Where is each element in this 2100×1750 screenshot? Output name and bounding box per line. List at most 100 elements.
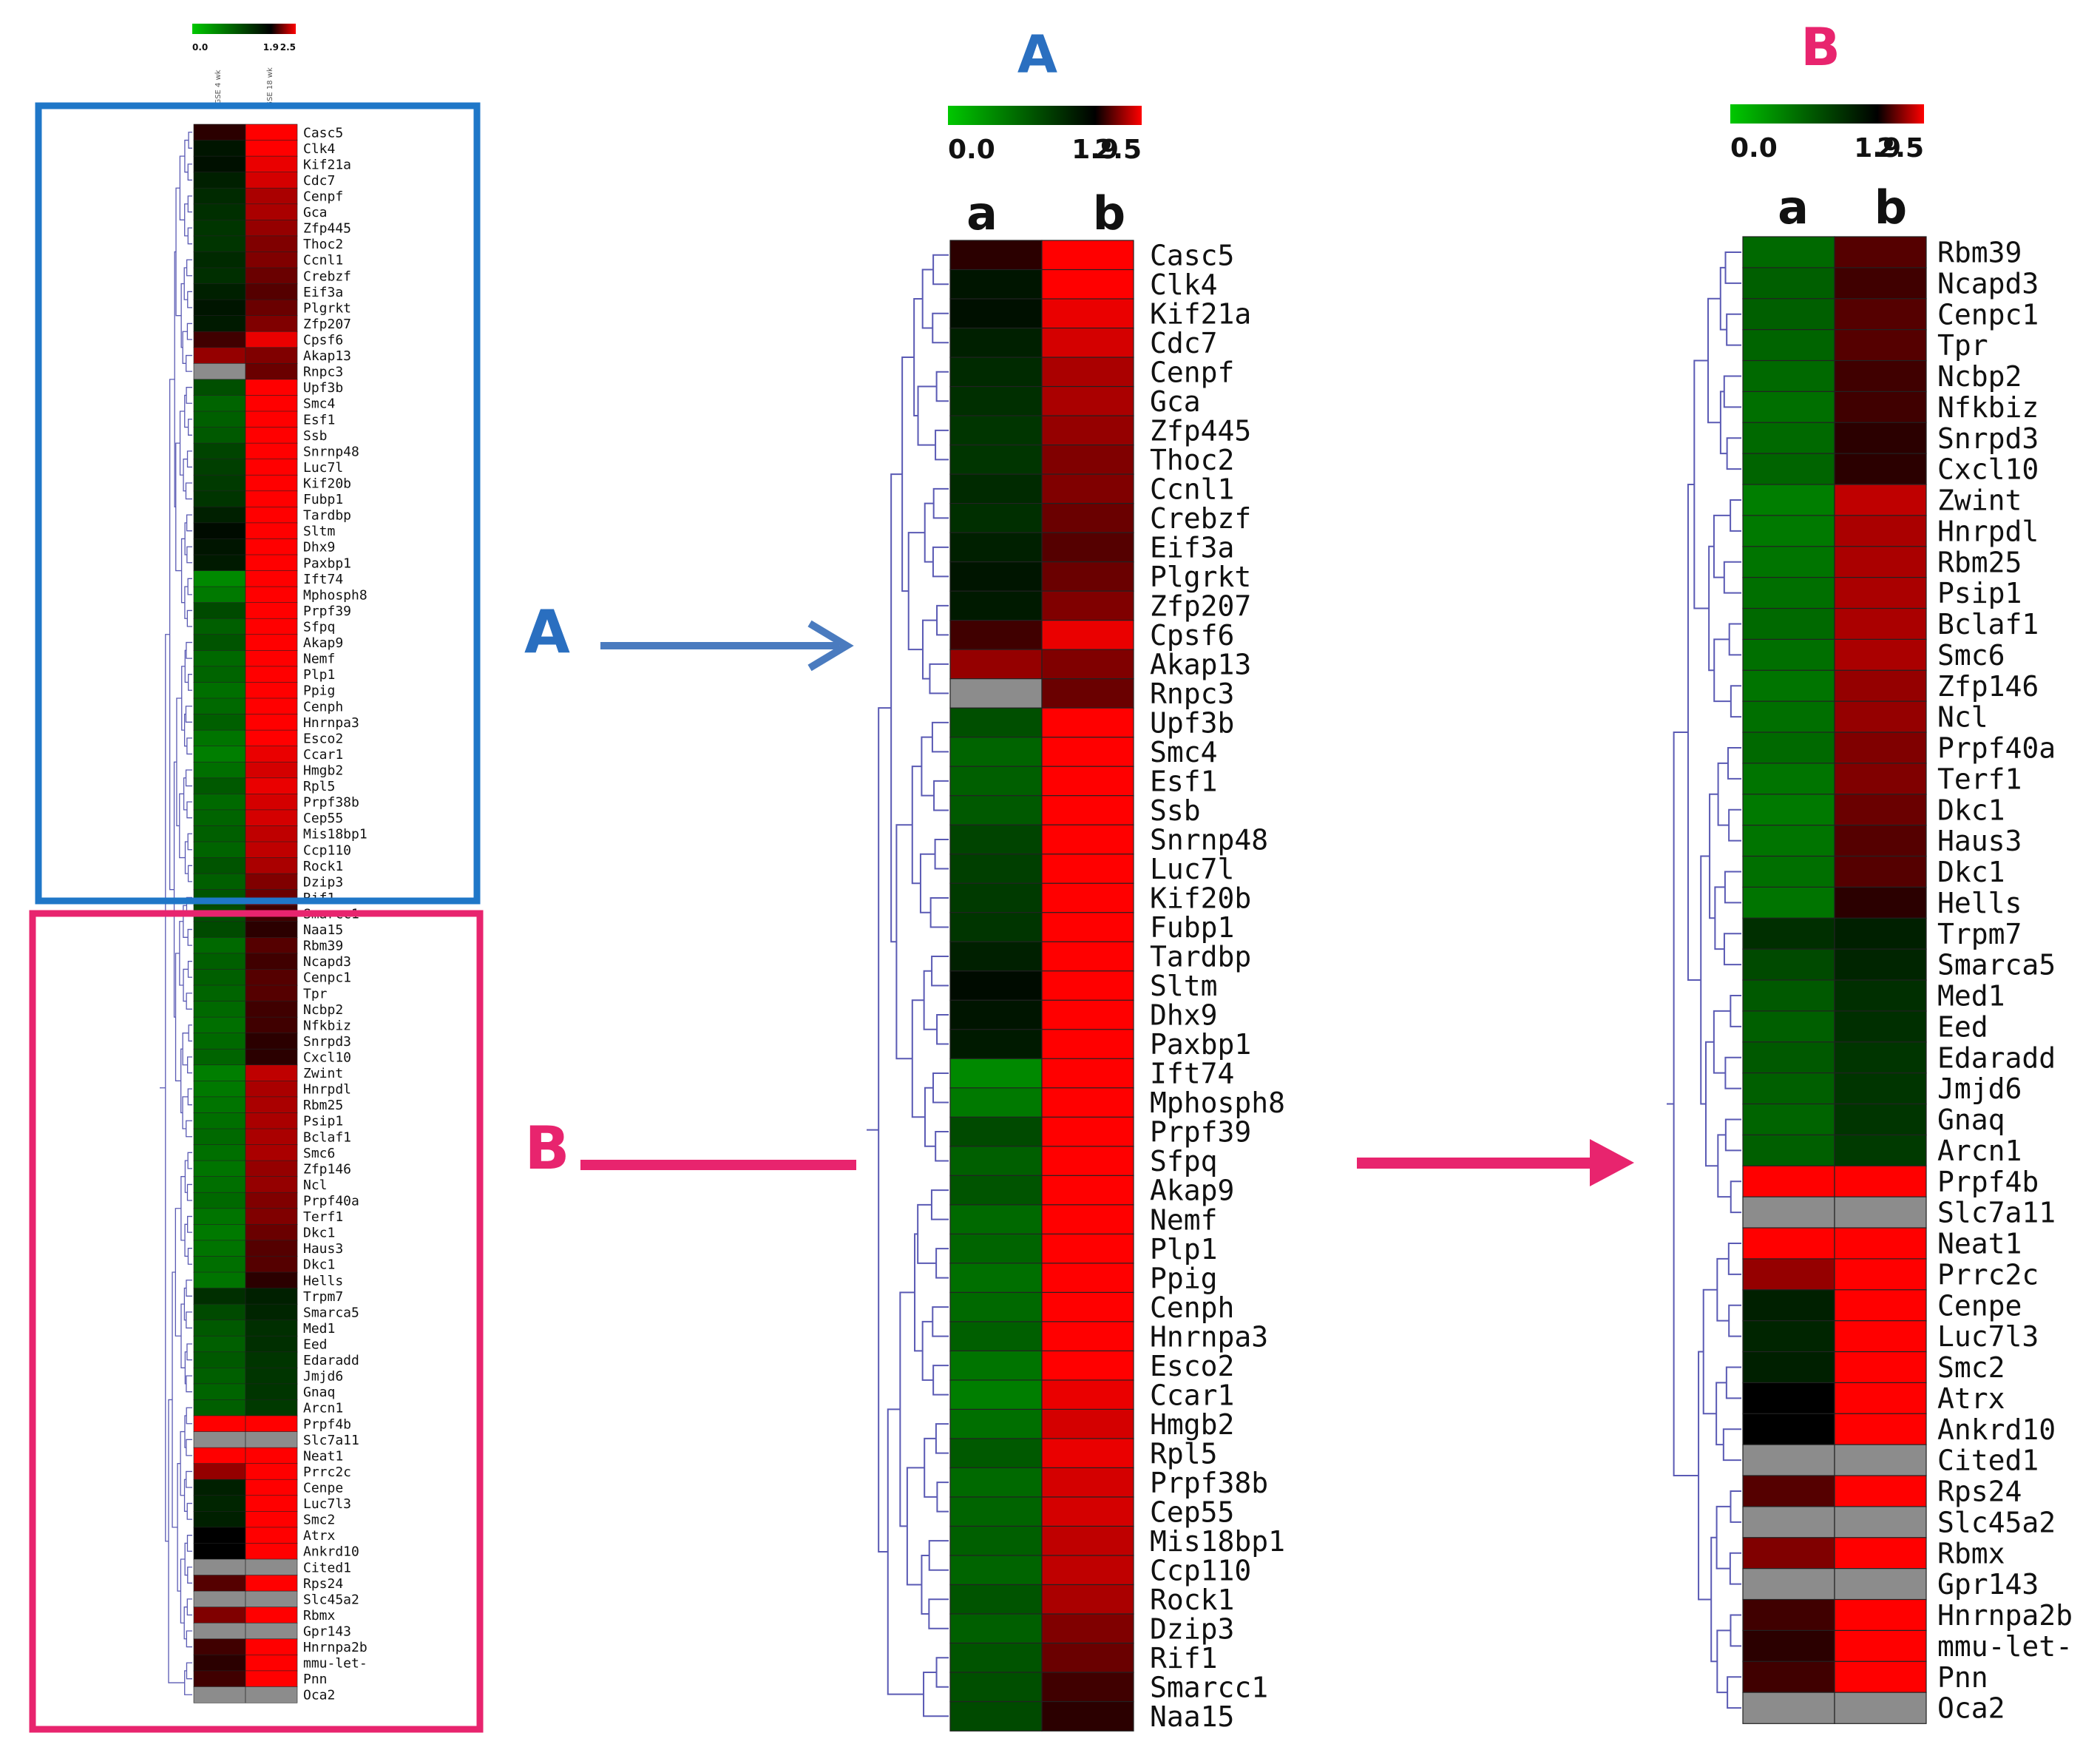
overview-cell-a xyxy=(193,1128,246,1146)
dendrogram-branch xyxy=(1727,1242,1741,1275)
dendrogram-branch xyxy=(928,1540,949,1571)
overview-cell-b xyxy=(245,363,298,380)
dendrogram-branch xyxy=(921,1554,929,1615)
panel-a-cell-b xyxy=(1041,941,1134,972)
dendrogram-branch xyxy=(186,1630,192,1648)
overview-cell-b xyxy=(245,267,298,285)
dendrogram-branch xyxy=(176,697,182,827)
dendrogram-branch xyxy=(906,1467,925,1586)
overview-cell-a xyxy=(193,650,246,667)
panel-b-gene-label: Snrpd3 xyxy=(1937,422,2039,455)
overview-gene-label: Cenph xyxy=(303,699,343,714)
overview-cell-b xyxy=(245,1670,298,1688)
overview-gene-label: Luc7l3 xyxy=(303,1496,351,1512)
overview-gene-label: Thoc2 xyxy=(303,237,343,252)
overview-cell-a xyxy=(193,857,246,874)
dendrogram-branch xyxy=(932,312,949,344)
overview-cell-a xyxy=(193,1368,246,1385)
overview-cell-b xyxy=(245,1081,298,1098)
panel-b-cell-b xyxy=(1834,732,1927,764)
dendrogram-branch xyxy=(907,532,925,651)
panel-b-cell-b xyxy=(1834,948,1927,981)
dendrogram-branch xyxy=(932,254,949,286)
dendrogram-branch xyxy=(188,132,192,149)
panel-b-gene-label: Rbmx xyxy=(1937,1537,2005,1570)
dendrogram-branch xyxy=(935,429,949,461)
overview-gene-label: Zfp146 xyxy=(303,1161,351,1177)
panel-a-cell-b xyxy=(1041,1233,1134,1264)
overview-cell-a xyxy=(193,666,246,683)
overview-cell-b xyxy=(245,729,298,747)
dendrogram-branch xyxy=(187,291,192,308)
panel-a-gene-label: Mis18bp1 xyxy=(1150,1525,1285,1558)
dendrogram-branch xyxy=(1719,391,1727,455)
panel-b-cell-b xyxy=(1834,825,1927,857)
panel-a-cell-a xyxy=(949,620,1043,651)
panel-a-gene-label: Hnrnpa3 xyxy=(1150,1320,1268,1353)
overview-cell-a xyxy=(193,746,246,763)
overview-cell-a xyxy=(193,411,246,428)
overview-gene-label: Gnaq xyxy=(303,1385,335,1400)
overview-cell-b xyxy=(245,379,298,396)
dendrogram-branch xyxy=(914,1233,923,1352)
panel-a-cell-a xyxy=(949,1291,1043,1322)
panel-a-gene-label: Clk4 xyxy=(1150,268,1218,301)
overview-cell-a xyxy=(193,1511,246,1528)
overview-gene-label: Ccar1 xyxy=(303,747,343,763)
overview-cell-a xyxy=(193,331,246,348)
panel-b-gene-label: Arcn1 xyxy=(1937,1135,2022,1167)
overview-cell-a xyxy=(193,1383,246,1401)
overview-cell-a xyxy=(193,777,246,794)
overview-cell-a xyxy=(193,235,246,253)
dendrogram-branch xyxy=(180,1048,183,1114)
panel-a-cell-a xyxy=(949,1408,1043,1439)
dendrogram-branch xyxy=(187,578,192,595)
overview-cells xyxy=(193,124,298,1703)
panel-a-cell-b xyxy=(1041,415,1134,446)
dendrogram-branch xyxy=(184,1670,192,1695)
panel-b-cell-a xyxy=(1742,1413,1835,1446)
overview-cell-b xyxy=(245,1128,298,1146)
panel-a-gene-label: Rif1 xyxy=(1150,1642,1218,1675)
panel-a-cell-a xyxy=(949,1233,1043,1264)
panel-a-scale-tick-label: 2.5 xyxy=(1094,135,1142,165)
overview-gene-label: Zwint xyxy=(303,1066,343,1081)
dendrogram-branch xyxy=(1723,933,1741,966)
overview-cell-b xyxy=(245,1033,298,1050)
overview-cell-b xyxy=(245,1463,298,1480)
panel-a-cell-b xyxy=(1041,240,1134,271)
panel-b-cell-a xyxy=(1742,1103,1835,1136)
dendrogram-branch xyxy=(186,450,192,468)
overview-gene-label: Psip1 xyxy=(303,1114,343,1129)
overview-gene-label: Ncapd3 xyxy=(303,954,351,970)
overview-cell-a xyxy=(193,267,246,285)
panel-a-cell-b xyxy=(1041,1029,1134,1060)
panel-b-cell-a xyxy=(1742,1134,1835,1167)
overview-cell-b xyxy=(245,1288,298,1305)
overview-cell-b xyxy=(245,1064,298,1081)
panel-b-cell-b xyxy=(1834,1661,1927,1694)
overview-cell-b xyxy=(245,634,298,651)
panel-b-scale-tick-label: 1.9 xyxy=(1854,133,1901,163)
panel-b-cell-b xyxy=(1834,1289,1927,1322)
panel-b-cell-b xyxy=(1834,1413,1927,1446)
panel-a-cell-a xyxy=(949,415,1043,446)
panel-a-scale-tick-label: 1.9 xyxy=(1071,135,1119,165)
panel-b-scale-gradient-bar xyxy=(1730,104,1924,124)
panel-b-gene-label: Smarca5 xyxy=(1937,949,2056,982)
overview-gene-label: Rpl5 xyxy=(303,779,335,794)
overview-column-b-label: GSE 18 wk xyxy=(266,67,274,107)
dendrogram-branch xyxy=(935,1657,949,1688)
overview-cell-a xyxy=(193,379,246,396)
overview-gene-label: Rock1 xyxy=(303,859,343,874)
overview-cell-a xyxy=(193,1415,246,1433)
panel-b-gene-label: Eed xyxy=(1937,1010,1988,1043)
panel-b-gene-label: Ankrd10 xyxy=(1937,1413,2056,1446)
panel-a-gene-label: Ccar1 xyxy=(1150,1379,1234,1411)
panel-a-cell-b xyxy=(1041,882,1134,913)
overview-cell-a xyxy=(193,1686,246,1703)
overview-cell-a xyxy=(193,554,246,572)
overview-cell-b xyxy=(245,1575,298,1592)
panel-b-cell-b xyxy=(1834,1041,1927,1074)
overview-cell-a xyxy=(193,602,246,619)
